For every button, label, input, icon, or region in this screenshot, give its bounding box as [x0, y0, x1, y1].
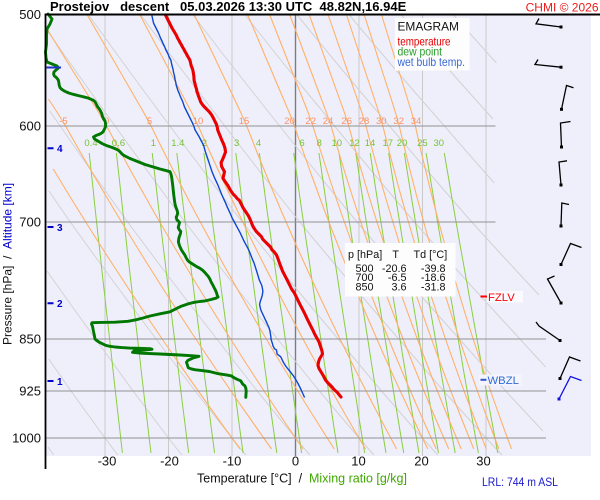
- svg-text:-10: -10: [223, 454, 242, 469]
- svg-text:Pressure [hPa] / Altitude [k: Pressure [hPa] / Altitude [km]: [1, 183, 15, 345]
- svg-text:EMAGRAM: EMAGRAM: [398, 20, 459, 34]
- svg-text:1: 1: [57, 377, 63, 388]
- svg-text:4: 4: [256, 138, 261, 149]
- svg-text:30: 30: [376, 116, 387, 127]
- svg-text:Td [°C]: Td [°C]: [414, 249, 448, 261]
- svg-text:0.6: 0.6: [112, 138, 125, 149]
- svg-text:34: 34: [411, 116, 422, 127]
- svg-text:p [hPa]: p [hPa]: [348, 249, 382, 261]
- svg-text:24: 24: [323, 116, 334, 127]
- svg-text:6: 6: [299, 138, 304, 149]
- svg-text:15: 15: [239, 116, 250, 127]
- svg-text:8: 8: [317, 138, 322, 149]
- svg-text:1.4: 1.4: [171, 138, 184, 149]
- svg-text:600: 600: [19, 119, 41, 134]
- svg-text:CHMI © 2026: CHMI © 2026: [526, 0, 599, 14]
- svg-text:3: 3: [234, 138, 239, 149]
- svg-text:20: 20: [397, 138, 408, 149]
- svg-text:3: 3: [57, 223, 63, 234]
- svg-text:500: 500: [355, 263, 373, 275]
- svg-text:25: 25: [417, 138, 428, 149]
- svg-text:-20: -20: [160, 454, 179, 469]
- svg-text:-39.8: -39.8: [421, 263, 446, 275]
- svg-text:700: 700: [19, 215, 41, 230]
- svg-text:dew point: dew point: [398, 45, 443, 59]
- svg-text:22: 22: [305, 116, 316, 127]
- svg-text:-20.6: -20.6: [382, 263, 407, 275]
- svg-text:850: 850: [355, 281, 373, 293]
- svg-text:500: 500: [19, 7, 41, 22]
- svg-text:temperature: temperature: [398, 34, 451, 48]
- svg-text:32: 32: [393, 116, 404, 127]
- svg-text:12: 12: [349, 138, 360, 149]
- svg-text:10: 10: [193, 116, 204, 127]
- svg-text:1000: 1000: [12, 431, 41, 446]
- svg-text:-30: -30: [98, 454, 117, 469]
- svg-text:1: 1: [151, 138, 156, 149]
- svg-text:20: 20: [284, 116, 295, 127]
- svg-text:Prostejov descent 05.03.20: Prostejov descent 05.03.2026 13:30 UTC 4…: [50, 0, 407, 14]
- svg-text:Temperature [°C] / Mixing ra: Temperature [°C] / Mixing ratio [g/kg]: [197, 472, 407, 486]
- svg-text:2: 2: [202, 138, 207, 149]
- svg-text:-6.5: -6.5: [388, 272, 407, 284]
- svg-text:700: 700: [355, 272, 373, 284]
- svg-text:-5: -5: [59, 116, 67, 127]
- svg-text:LRL: 744 m ASL: LRL: 744 m ASL: [482, 475, 558, 489]
- svg-text:26: 26: [341, 116, 352, 127]
- svg-text:-31.8: -31.8: [421, 281, 446, 293]
- svg-text:3.6: 3.6: [391, 281, 406, 293]
- svg-text:30: 30: [476, 454, 490, 469]
- svg-text:4: 4: [57, 144, 63, 155]
- svg-text:0: 0: [292, 454, 299, 469]
- svg-text:wet bulb temp.: wet bulb temp.: [397, 55, 465, 69]
- svg-text:28: 28: [359, 116, 370, 127]
- svg-text:10: 10: [351, 454, 365, 469]
- svg-text:FZLV: FZLV: [488, 292, 515, 304]
- svg-text:0.4: 0.4: [84, 138, 97, 149]
- svg-text:30: 30: [434, 138, 445, 149]
- svg-text:WBZL: WBZL: [488, 375, 519, 387]
- svg-text:925: 925: [19, 384, 41, 399]
- svg-text:5: 5: [147, 116, 152, 127]
- svg-text:10: 10: [332, 138, 343, 149]
- svg-text:850: 850: [19, 332, 41, 347]
- svg-text:2: 2: [57, 299, 63, 310]
- svg-text:-18.6: -18.6: [421, 272, 446, 284]
- svg-text:14: 14: [365, 138, 376, 149]
- svg-text:T: T: [392, 249, 399, 261]
- svg-text:20: 20: [414, 454, 428, 469]
- svg-text:17: 17: [383, 138, 394, 149]
